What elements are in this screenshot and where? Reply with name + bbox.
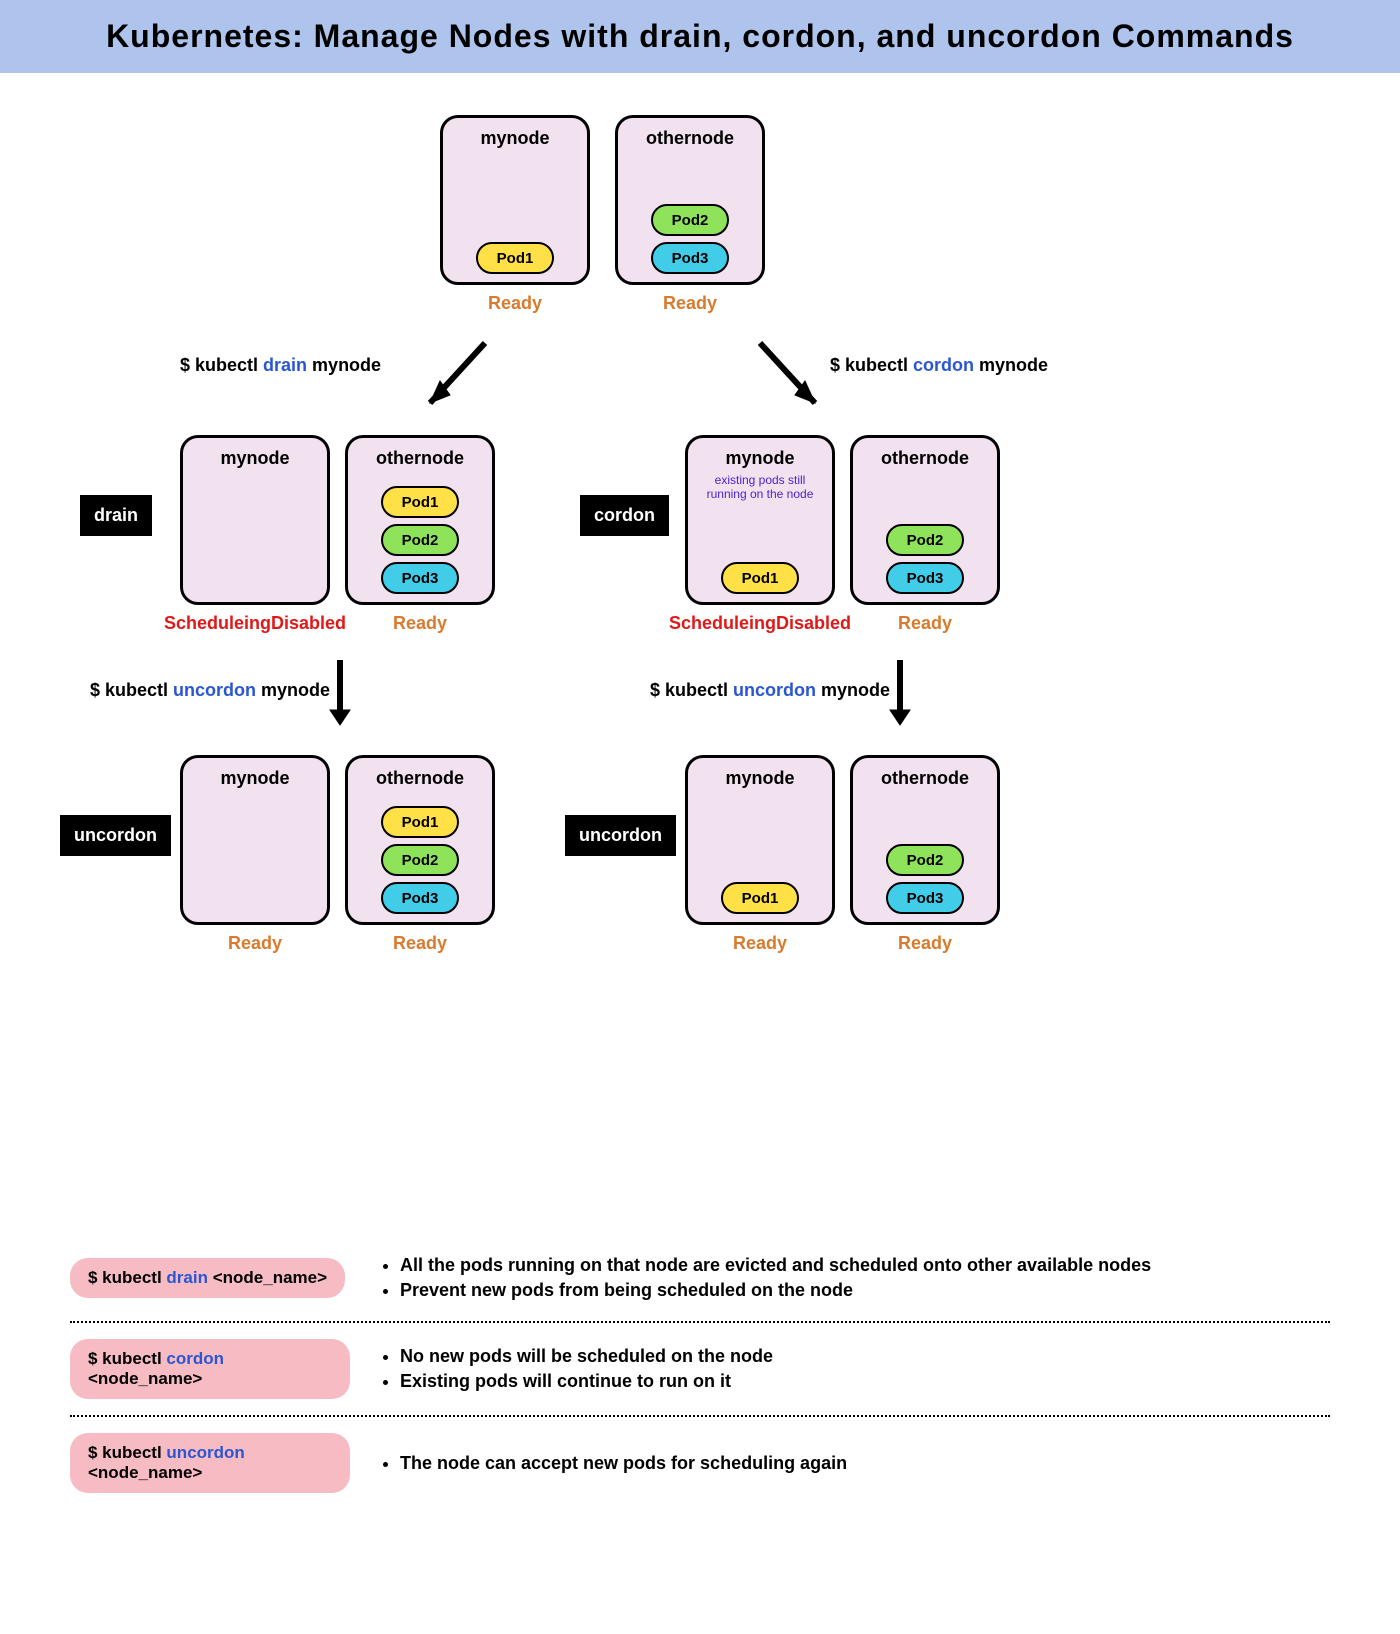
status-ready: Ready xyxy=(590,293,790,314)
legend-row-drain: $ kubectl drain <node_name> All the pods… xyxy=(70,1235,1330,1323)
header: Kubernetes: Manage Nodes with drain, cor… xyxy=(0,0,1400,75)
node-mynode-initial: mynode Pod1 xyxy=(440,115,590,285)
node-title: othernode xyxy=(618,128,762,149)
node-title: mynode xyxy=(183,448,327,469)
legend-bullet: Existing pods will continue to run on it xyxy=(400,1371,1330,1392)
node-othernode-cordon: othernode Pod2 Pod3 xyxy=(850,435,1000,605)
pod-2: Pod2 xyxy=(651,204,729,236)
arrow-icon xyxy=(745,333,845,423)
legend-pill-drain: $ kubectl drain <node_name> xyxy=(70,1258,345,1298)
node-mynode-uncordon-right: mynode Pod1 xyxy=(685,755,835,925)
pod-2: Pod2 xyxy=(886,524,964,556)
pod-1: Pod1 xyxy=(721,562,799,594)
legend-row-cordon: $ kubectl cordon <node_name> No new pods… xyxy=(70,1323,1330,1417)
node-othernode-uncordon-right: othernode Pod2 Pod3 xyxy=(850,755,1000,925)
pod-1: Pod1 xyxy=(381,486,459,518)
pod-3: Pod3 xyxy=(886,562,964,594)
node-title: othernode xyxy=(348,448,492,469)
op-label-cordon: cordon xyxy=(580,495,669,536)
legend-bullet: No new pods will be scheduled on the nod… xyxy=(400,1346,1330,1367)
node-othernode-initial: othernode Pod2 Pod3 xyxy=(615,115,765,285)
cmd-cordon-text: $ kubectl cordon mynode xyxy=(830,355,1048,376)
pod-1: Pod1 xyxy=(476,242,554,274)
legend-bullet: Prevent new pods from being scheduled on… xyxy=(400,1280,1330,1301)
op-label-uncordon: uncordon xyxy=(60,815,171,856)
op-label-uncordon: uncordon xyxy=(565,815,676,856)
status-ready: Ready xyxy=(825,933,1025,954)
node-title: othernode xyxy=(853,448,997,469)
node-othernode-uncordon-left: othernode Pod1 Pod2 Pod3 xyxy=(345,755,495,925)
node-title: othernode xyxy=(348,768,492,789)
node-mynode-uncordon-left: mynode xyxy=(180,755,330,925)
pod-1: Pod1 xyxy=(721,882,799,914)
pod-2: Pod2 xyxy=(381,524,459,556)
node-mynode-cordon: mynode existing pods stillrunning on the… xyxy=(685,435,835,605)
legend-desc: No new pods will be scheduled on the nod… xyxy=(380,1342,1330,1396)
node-note: existing pods stillrunning on the node xyxy=(694,473,826,502)
pod-3: Pod3 xyxy=(651,242,729,274)
status-ready: Ready xyxy=(320,933,520,954)
page-title: Kubernetes: Manage Nodes with drain, cor… xyxy=(0,18,1400,55)
legend-pill-uncordon: $ kubectl uncordon <node_name> xyxy=(70,1433,350,1493)
node-title: othernode xyxy=(853,768,997,789)
pod-3: Pod3 xyxy=(381,882,459,914)
legend-desc: All the pods running on that node are ev… xyxy=(380,1251,1330,1305)
legend-pill-cordon: $ kubectl cordon <node_name> xyxy=(70,1339,350,1399)
op-label-drain: drain xyxy=(80,495,152,536)
pod-1: Pod1 xyxy=(381,806,459,838)
pod-2: Pod2 xyxy=(886,844,964,876)
legend-row-uncordon: $ kubectl uncordon <node_name> The node … xyxy=(70,1417,1330,1509)
legend-desc: The node can accept new pods for schedul… xyxy=(380,1449,1330,1478)
legend-bullet: The node can accept new pods for schedul… xyxy=(400,1453,1330,1474)
legend-bullet: All the pods running on that node are ev… xyxy=(400,1255,1330,1276)
cmd-drain-text: $ kubectl drain mynode xyxy=(180,355,381,376)
status-ready: Ready xyxy=(320,613,520,634)
legend-table: $ kubectl drain <node_name> All the pods… xyxy=(70,1225,1330,1549)
cmd-uncordon-left: $ kubectl uncordon mynode xyxy=(90,680,330,701)
pod-2: Pod2 xyxy=(381,844,459,876)
node-title: mynode xyxy=(688,448,832,469)
node-othernode-drain: othernode Pod1 Pod2 Pod3 xyxy=(345,435,495,605)
node-title: mynode xyxy=(183,768,327,789)
cmd-uncordon-right: $ kubectl uncordon mynode xyxy=(650,680,890,701)
status-ready: Ready xyxy=(415,293,615,314)
pod-3: Pod3 xyxy=(381,562,459,594)
node-title: mynode xyxy=(688,768,832,789)
status-ready: Ready xyxy=(825,613,1025,634)
node-mynode-drain: mynode xyxy=(180,435,330,605)
pod-3: Pod3 xyxy=(886,882,964,914)
arrow-icon xyxy=(400,333,500,423)
node-title: mynode xyxy=(443,128,587,149)
diagram-area: mynode Pod1 Ready othernode Pod2 Pod3 Re… xyxy=(0,75,1400,1225)
